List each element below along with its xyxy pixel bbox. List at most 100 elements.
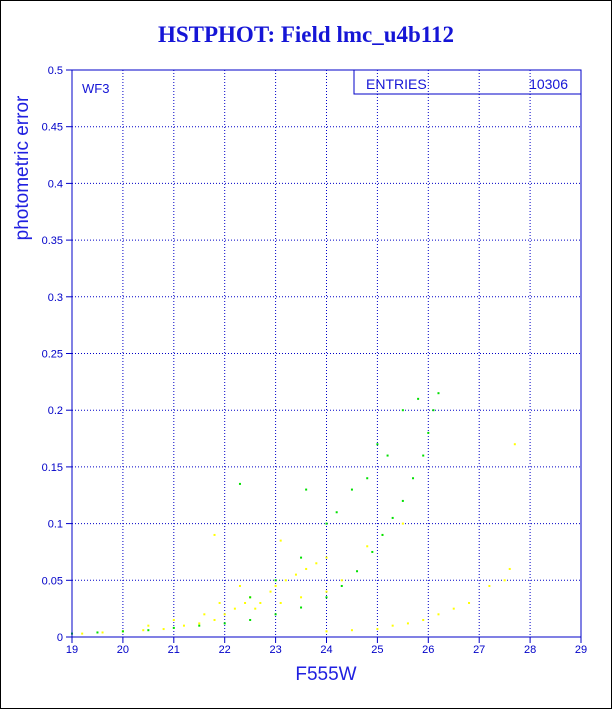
- yellow-data-point: [238, 584, 241, 587]
- green-data-point: [401, 499, 404, 502]
- y-axis-label: photometric error: [12, 95, 33, 240]
- x-tick-label: 23: [269, 644, 281, 656]
- yellow-data-point: [366, 545, 369, 548]
- green-data-point: [366, 477, 369, 480]
- yellow-data-point: [269, 590, 272, 593]
- green-data-point: [391, 516, 394, 519]
- yellow-data-point: [325, 590, 328, 593]
- x-tick-label: 22: [219, 644, 231, 656]
- y-tick-label: 0.3: [48, 292, 63, 304]
- yellow-data-point: [325, 556, 328, 559]
- yellow-data-point: [203, 613, 206, 616]
- yellow-data-point: [305, 567, 308, 570]
- green-data-point: [121, 630, 124, 633]
- yellow-data-point: [254, 607, 257, 610]
- green-data-point: [249, 618, 252, 621]
- green-data-point: [274, 613, 277, 616]
- stats-box-border: [353, 69, 582, 95]
- yellow-data-point: [325, 630, 328, 633]
- yellow-data-point: [223, 613, 226, 616]
- yellow-data-point: [142, 629, 145, 632]
- green-data-point: [340, 584, 343, 587]
- yellow-data-point: [279, 539, 282, 542]
- yellow-data-point: [284, 579, 287, 582]
- yellow-data-point: [259, 601, 262, 604]
- yellow-data-point: [350, 629, 353, 632]
- green-data-point: [356, 570, 359, 573]
- green-data-point: [381, 533, 384, 536]
- green-data-point: [223, 622, 226, 625]
- yellow-data-point: [101, 631, 104, 634]
- yellow-data-point: [172, 618, 175, 621]
- green-data-point: [412, 477, 415, 480]
- green-data-point: [96, 631, 99, 634]
- y-tick-label: 0.1: [48, 519, 63, 531]
- green-data-point: [274, 579, 277, 582]
- yellow-data-point: [437, 613, 440, 616]
- x-tick-label: 21: [168, 644, 180, 656]
- y-tick-label: 0.15: [42, 462, 63, 474]
- yellow-data-point: [422, 618, 425, 621]
- x-tick-label: 27: [473, 644, 485, 656]
- grid: [72, 70, 581, 637]
- green-data-point: [376, 443, 379, 446]
- x-tick-label: 28: [524, 644, 536, 656]
- stats-entries-label: ENTRIES: [366, 76, 427, 92]
- y-tick-label: 0.35: [42, 235, 63, 247]
- green-data-point: [401, 409, 404, 412]
- yellow-data-point: [233, 607, 236, 610]
- green-data-point: [198, 624, 201, 627]
- x-axis-label: F555W: [295, 664, 356, 685]
- x-tick-label: 26: [422, 644, 434, 656]
- axis-ticks: 19 20 21 22 23 24 25 26 27 28 29 0 0.05 0.1 0.15 0.2 0.2…: [42, 65, 588, 656]
- yellow-data-point: [401, 522, 404, 525]
- green-data-point: [172, 626, 175, 629]
- yellow-data-point: [213, 533, 216, 536]
- yellow-data-point: [376, 628, 379, 631]
- yellow-data-point: [508, 567, 511, 570]
- green-data-point: [300, 606, 303, 609]
- green-data-point: [427, 431, 430, 434]
- y-tick-label: 0.45: [42, 122, 63, 134]
- green-data-point: [325, 522, 328, 525]
- y-tick-label: 0.5: [48, 65, 63, 77]
- yellow-data-point: [488, 584, 491, 587]
- yellow-data-point: [213, 618, 216, 621]
- green-data-point: [335, 511, 338, 514]
- yellow-data-point: [162, 628, 165, 631]
- yellow-data-point: [182, 624, 185, 627]
- green-data-point: [422, 454, 425, 457]
- yellow-data-point: [81, 632, 84, 635]
- x-tick-label: 24: [320, 644, 332, 656]
- green-data-point: [386, 454, 389, 457]
- yellow-data-point: [340, 579, 343, 582]
- yellow-data-point: [279, 601, 282, 604]
- yellow-data-point: [198, 622, 201, 625]
- yellow-data-point: [391, 624, 394, 627]
- yellow-data-point: [147, 624, 150, 627]
- chip-label: WF3: [82, 81, 109, 96]
- x-tick-label: 25: [371, 644, 383, 656]
- yellow-data-point: [406, 622, 409, 625]
- green-data-point: [417, 397, 420, 400]
- yellow-data-point: [315, 562, 318, 565]
- x-tick-label: 19: [66, 644, 78, 656]
- green-data-point: [432, 409, 435, 412]
- green-data-point: [350, 488, 353, 491]
- y-tick-label: 0.2: [48, 405, 63, 417]
- y-tick-label: 0.05: [42, 575, 63, 587]
- green-data-point: [249, 596, 252, 599]
- green-data-point: [437, 392, 440, 395]
- yellow-data-point: [503, 579, 506, 582]
- yellow-data-point: [294, 573, 297, 576]
- yellow-data-point: [513, 443, 516, 446]
- chart-title: HSTPHOT: Field lmc_u4b112: [157, 22, 455, 47]
- stats-entries-value: 10306: [529, 76, 568, 92]
- stats-box: ENTRIES 10306: [353, 69, 582, 95]
- green-data-point: [147, 629, 150, 632]
- y-tick-label: 0.4: [48, 178, 63, 190]
- green-data-point: [371, 550, 374, 553]
- green-data-point: [238, 482, 241, 485]
- yellow-data-point: [468, 601, 471, 604]
